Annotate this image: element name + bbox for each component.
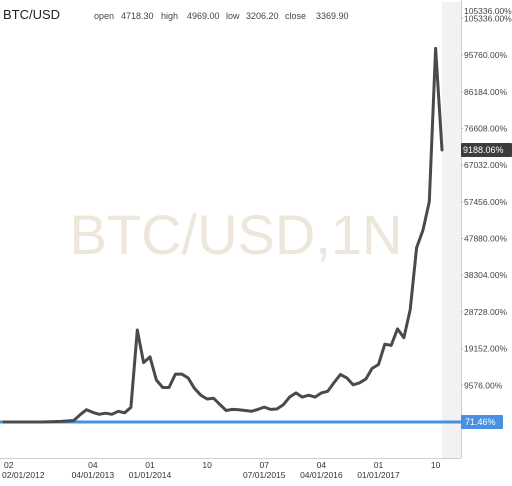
time-tick-major: 01	[374, 460, 384, 470]
price-tick-label: 95760.00%	[464, 50, 507, 60]
time-tick-major: 10	[202, 460, 212, 470]
price-tick-label: 47880.00%	[464, 234, 507, 244]
low-label: low	[226, 11, 240, 21]
symbol-title: BTC/USD	[3, 7, 61, 22]
price-tick-label: 9576.00%	[464, 380, 503, 390]
high-value: 4969.00	[187, 11, 220, 21]
time-tick-major: 10	[431, 460, 441, 470]
time-tick-major: 04	[88, 460, 98, 470]
time-tick-date: 02/01/2012	[2, 470, 45, 480]
price-axis-ticks: 9576.00% 19152.00% 28728.00% 38304.00% 47880…	[461, 6, 512, 390]
time-tick-major: 07	[260, 460, 270, 470]
open-label: open	[94, 11, 115, 21]
time-tick-date: 01/01/2014	[129, 470, 172, 480]
price-tick-label: 57456.00%	[464, 197, 507, 207]
price-tick-label: 19152.00%	[464, 344, 507, 354]
price-tick-label: 76608.00%	[464, 123, 507, 133]
time-tick-major: 04	[317, 460, 327, 470]
symbol-watermark: BTC/USD,1N	[70, 203, 403, 266]
close-value: 3369.90	[316, 11, 349, 21]
price-tick-label: 105336.00%	[464, 6, 512, 16]
time-tick-date: 04/01/2016	[300, 470, 343, 480]
percent-tag-text: 71.46%	[465, 417, 496, 427]
series-line[interactable]	[2, 46, 444, 424]
high-label: high	[161, 11, 179, 21]
open-value: 4718.30	[121, 11, 154, 21]
low-value: 3206.20	[246, 11, 279, 21]
time-tick-date: 07/01/2015	[243, 470, 286, 480]
time-tick-date: 04/01/2013	[72, 470, 115, 480]
price-tick-label: 67032.00%	[464, 160, 507, 170]
time-tick-major: 01	[145, 460, 155, 470]
price-tick-label: 28728.00%	[464, 307, 507, 317]
price-tick-label: 86184.00%	[464, 87, 507, 97]
percent-tag: 71.46%	[461, 415, 503, 429]
price-tick-label: 38304.00%	[464, 270, 507, 280]
future-price-band	[441, 2, 461, 458]
last-value-tag-text: 9188.06%	[463, 145, 504, 155]
time-tick-major: 02	[4, 460, 14, 470]
time-tick-date: 01/01/2017	[357, 470, 400, 480]
price-tick-label: 105336.00%	[464, 13, 512, 23]
last-value-tag: 9188.06%	[461, 142, 512, 157]
close-label: close	[285, 11, 307, 21]
